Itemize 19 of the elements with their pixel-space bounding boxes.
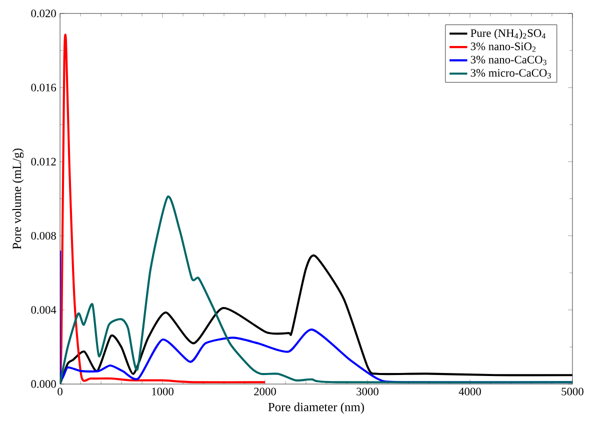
x-axis-title: Pore diameter (nm) xyxy=(268,402,364,414)
y-tick-label: 0.000 xyxy=(31,380,56,388)
line-series xyxy=(60,196,572,384)
y-tick-label: 0.008 xyxy=(31,232,56,240)
x-tick-label: 3000 xyxy=(356,388,378,396)
legend-label: Pure (NH$_{4}$)$_{2}$SO$_{4}$ xyxy=(470,29,546,40)
x-tick-label: 1000 xyxy=(152,388,174,396)
y-tick-label: 0.012 xyxy=(31,158,56,166)
y-tick-label: 0.004 xyxy=(31,306,56,314)
legend-label: 3% nano-SiO$_{2}$ xyxy=(470,42,536,52)
x-tick-label: 0 xyxy=(58,388,62,396)
y-tick-label: 0.016 xyxy=(31,84,56,92)
x-tick-label: 5000 xyxy=(562,388,584,396)
legend-label: 3% micro-CaCO$_{3}$ xyxy=(470,69,551,79)
y-tick-label: 0.020 xyxy=(31,10,56,18)
y-axis-title: Pore volume (mL/g) xyxy=(12,148,24,250)
x-tick-label: 2000 xyxy=(254,388,276,396)
x-tick-label: 4000 xyxy=(458,388,481,396)
legend-label: 3% nano-CaCO$_{3}$ xyxy=(470,56,546,66)
